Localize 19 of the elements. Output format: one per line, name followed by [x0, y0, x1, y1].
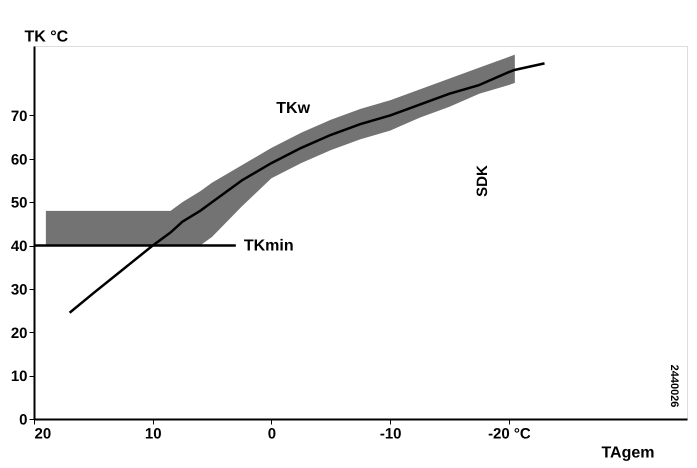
- x-tick-label: 10: [144, 426, 162, 442]
- annotation: 2440026: [668, 364, 680, 408]
- annotation: SDK: [474, 165, 491, 197]
- series-label: TKw: [276, 100, 311, 117]
- y-tick-label: 50: [10, 194, 28, 212]
- y-tick-label: 70: [10, 108, 28, 125]
- x-tick-label: 0: [268, 426, 276, 442]
- x-tick-label: 20: [34, 426, 52, 442]
- y-tick-label: 0: [19, 412, 28, 428]
- y-tick-label: 10: [10, 368, 28, 386]
- x-axis-title: TAgem: [601, 444, 654, 462]
- x-tick-label: -20 °C: [488, 426, 531, 442]
- y-tick-label: 20: [10, 324, 28, 342]
- y-axis-title: TK °C: [24, 28, 69, 46]
- x-tick-label: -10: [380, 426, 402, 442]
- series-label: TKmin: [244, 238, 294, 255]
- y-tick-label: 40: [10, 238, 28, 256]
- y-tick-label: 30: [10, 281, 28, 298]
- y-tick-label: 60: [10, 151, 28, 168]
